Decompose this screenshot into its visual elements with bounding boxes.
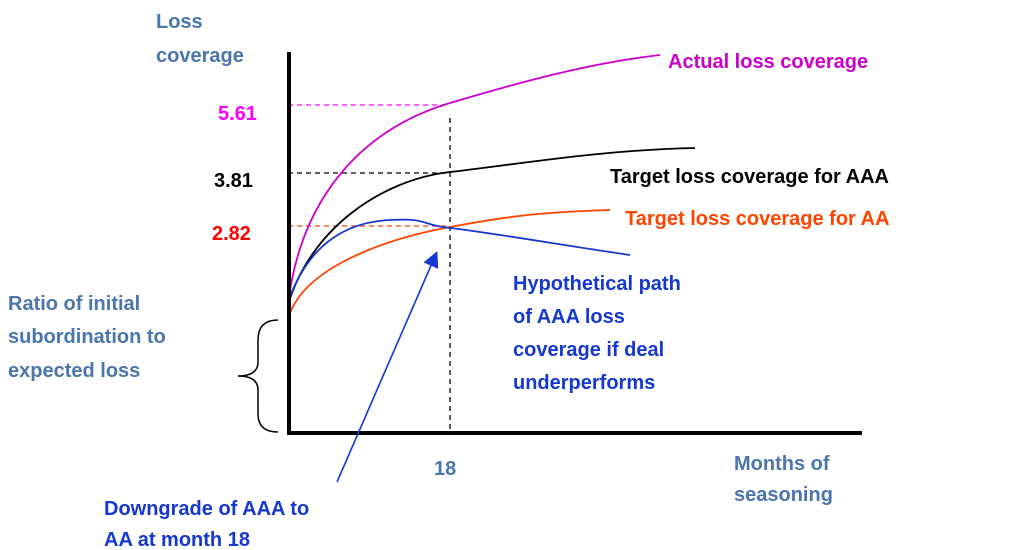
curve-label: of AAA loss xyxy=(513,306,625,328)
level-label: 5.61 xyxy=(218,103,257,125)
arrow-label: AA at month 18 xyxy=(104,529,250,550)
curve-label: Target loss coverage for AAA xyxy=(610,166,889,188)
curve-label: Hypothetical path xyxy=(513,273,681,295)
arrow xyxy=(336,251,439,483)
axes xyxy=(287,52,862,435)
y-axis-title: coverage xyxy=(156,45,244,67)
level-label: 2.82 xyxy=(212,223,251,245)
curve-label: coverage if deal xyxy=(513,339,664,361)
brace-label: expected loss xyxy=(8,360,140,382)
curve-label: Actual loss coverage xyxy=(668,51,868,73)
brace-label: subordination to xyxy=(8,326,166,348)
level-label: 3.81 xyxy=(214,170,253,192)
x-axis-title: Months of xyxy=(734,453,830,475)
brace xyxy=(237,319,279,433)
curve-label: underperforms xyxy=(513,372,655,394)
curves xyxy=(287,54,696,321)
curve-label: Target loss coverage for AA xyxy=(625,208,890,230)
x-axis-title: seasoning xyxy=(734,484,833,506)
arrow-label: Downgrade of AAA to xyxy=(104,498,309,520)
y-axis-title: Loss xyxy=(156,11,203,33)
x-marker: 18 xyxy=(434,458,456,480)
guides xyxy=(288,104,451,432)
brace-label: Ratio of initial xyxy=(8,293,140,315)
